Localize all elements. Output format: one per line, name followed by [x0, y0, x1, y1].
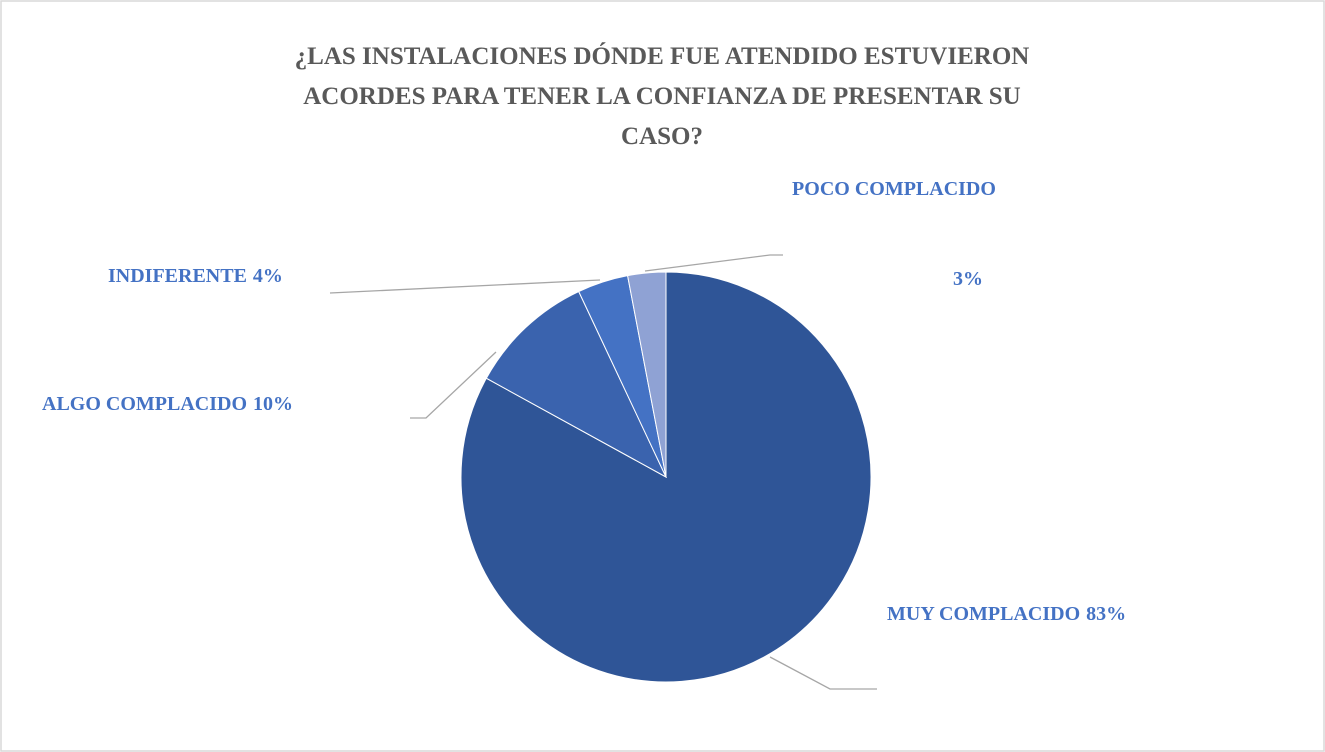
- data-label-category: ALGO COMPLACIDO: [42, 393, 247, 415]
- leader-line: [644, 254, 783, 272]
- leader-line: [769, 656, 877, 690]
- data-label-category: MUY COMPLACIDO: [887, 603, 1080, 625]
- data-label-value: 4%: [253, 265, 283, 287]
- data-label-category: INDIFERENTE: [108, 265, 247, 287]
- data-label: ALGO COMPLACIDO 10%: [42, 393, 293, 415]
- pie-slice: [627, 271, 667, 478]
- chart-title: ACORDES PARA TENER LA CONFIANZA DE PRESE…: [303, 83, 1020, 110]
- data-label-value: 83%: [1086, 603, 1126, 625]
- leader-line: [410, 351, 497, 419]
- pie-slice: [485, 290, 668, 479]
- data-label-value: 10%: [253, 393, 293, 415]
- data-label: POCO COMPLACIDO: [792, 178, 996, 200]
- chart-title: CASO?: [621, 123, 703, 150]
- data-label: MUY COMPLACIDO 83%: [887, 603, 1126, 625]
- pie: [460, 271, 872, 683]
- data-label: 3%: [953, 268, 983, 290]
- leader-line: [329, 279, 601, 294]
- leader-lines: [329, 254, 877, 690]
- chart-title: ¿LAS INSTALACIONES DÓNDE FUE ATENDIDO ES…: [295, 42, 1030, 70]
- data-label: INDIFERENTE 4%: [108, 265, 283, 287]
